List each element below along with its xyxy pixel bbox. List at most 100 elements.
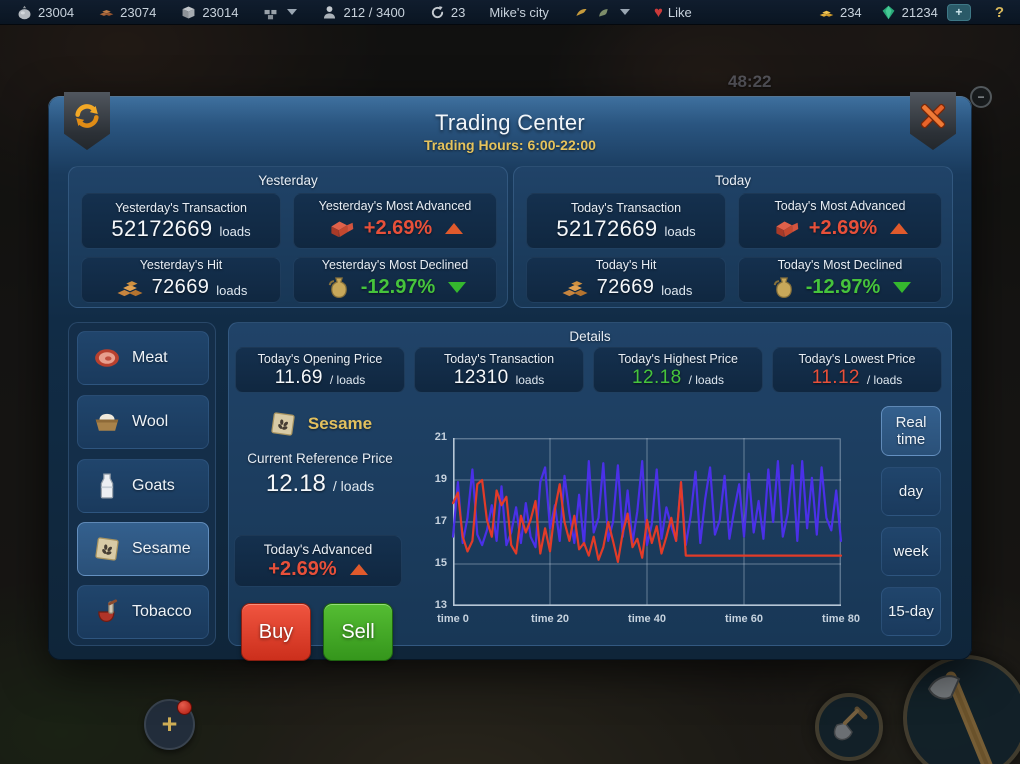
gold-counter[interactable]: 234 <box>818 4 862 21</box>
sesame-icon <box>92 534 122 564</box>
resource-ingot-value: 23074 <box>120 4 157 20</box>
stat-unit: loads <box>661 283 693 298</box>
citizen-icon <box>321 4 338 21</box>
swap-arrows-icon <box>75 104 99 128</box>
gold-icon <box>818 4 835 21</box>
stat-label: Today's Opening Price <box>257 351 383 366</box>
gold-bars-icon <box>115 273 145 303</box>
stat-label: Today's Lowest Price <box>798 351 916 366</box>
stat-label: Yesterday's Most Advanced <box>318 198 472 213</box>
bricks-icon <box>772 214 802 244</box>
stat-value: +2.69% <box>808 217 878 239</box>
turns-value: 23 <box>450 4 466 20</box>
highest-price-box: Today's Highest Price 12.18 / loads <box>593 347 763 393</box>
stat-value: -12.97% <box>805 276 881 298</box>
selected-commodity-info: Sesame Current Reference Price 12.18 / l… <box>233 409 407 498</box>
stat-value: 11.12 <box>811 366 860 388</box>
population-counter[interactable]: 212 / 3400 <box>321 4 405 21</box>
stat-value: +2.69% <box>363 217 433 239</box>
commodity-label: Goats <box>132 477 175 494</box>
commodity-item-meat[interactable]: Meat <box>77 331 209 385</box>
ingot-icon <box>98 4 115 21</box>
commodity-item-wool[interactable]: Wool <box>77 395 209 449</box>
zoom-in-button[interactable]: + <box>144 699 195 750</box>
trading-center-dialog: Trading Center Trading Hours: 6:00-22:00… <box>48 92 972 661</box>
jug-icon <box>324 273 354 303</box>
commodity-label: Meat <box>132 349 168 366</box>
stat-label: Yesterday's Transaction <box>115 200 247 215</box>
building-timer-text: 48:22 <box>728 72 772 91</box>
stat-unit: loads <box>515 372 545 387</box>
stat-value: 52172669 <box>556 215 658 241</box>
notification-dot <box>177 700 192 715</box>
buildings-icon <box>262 4 279 21</box>
milk-bottle-icon <box>92 471 122 501</box>
reference-price-label: Current Reference Price <box>247 451 393 466</box>
stat-unit: loads <box>664 224 696 239</box>
reference-price-unit: / loads <box>332 478 375 494</box>
axe-icon <box>927 671 993 764</box>
city-name[interactable]: Mike's city <box>489 5 549 20</box>
axe-button[interactable] <box>903 655 1020 764</box>
yesterday-transaction-box: Yesterday's Transaction 52172669 loads <box>81 193 281 249</box>
stat-label: Today's Most Advanced <box>774 198 906 213</box>
y-axis-tick: 15 <box>434 557 447 569</box>
tobacco-pipe-icon <box>92 597 122 627</box>
today-hit-box: Today's Hit 72669 loads <box>526 257 726 303</box>
commodity-label: Sesame <box>132 540 191 557</box>
buy-button[interactable]: Buy <box>241 603 311 661</box>
commodity-item-goats[interactable]: Goats <box>77 459 209 513</box>
today-transaction-box: Today's Transaction 52172669 loads <box>526 193 726 249</box>
gems-counter[interactable]: 21234 + <box>880 3 971 21</box>
wool-icon <box>92 407 122 437</box>
yesterday-header: Yesterday <box>258 173 318 188</box>
add-gems-button[interactable]: + <box>946 3 971 21</box>
down-triangle-icon <box>448 282 467 293</box>
y-axis-tick: 19 <box>434 473 447 485</box>
lowest-price-box: Today's Lowest Price 11.12 / loads <box>772 347 942 393</box>
commodity-item-tobacco[interactable]: Tobacco <box>77 585 209 639</box>
stat-unit: loads <box>219 224 251 239</box>
pets-menu[interactable] <box>573 4 630 21</box>
stat-label: Today's Transaction <box>443 351 555 366</box>
dialog-title: Trading Center <box>434 110 586 135</box>
resource-sack[interactable]: 23004 <box>16 4 74 21</box>
stat-unit: / loads <box>329 372 366 387</box>
sell-button[interactable]: Sell <box>323 603 393 661</box>
collapse-icon[interactable]: − <box>970 86 992 108</box>
resource-stone[interactable]: 23014 <box>180 4 238 21</box>
today-most-advanced-box: Today's Most Advanced +2.69% <box>738 193 942 249</box>
buildings-menu[interactable] <box>262 4 298 21</box>
time-range-realtime[interactable]: Real time <box>881 406 941 456</box>
yesterday-most-advanced-box: Yesterday's Most Advanced +2.69% <box>293 193 497 249</box>
commodity-list: Meat Wool Goats Sesame <box>68 322 216 646</box>
transaction-box: Today's Transaction 12310 loads <box>414 347 584 393</box>
gold-bars-icon <box>560 273 590 303</box>
up-triangle-icon <box>349 563 368 575</box>
rotate-icon <box>429 4 446 21</box>
close-icon <box>920 103 946 129</box>
time-range-week[interactable]: week <box>881 527 941 576</box>
shovel-button[interactable] <box>815 693 883 761</box>
meat-icon <box>92 343 122 373</box>
time-range-day[interactable]: day <box>881 467 941 516</box>
resource-stone-value: 23014 <box>202 4 239 20</box>
resource-ingot[interactable]: 23074 <box>98 4 156 21</box>
price-chart-plot <box>451 438 843 606</box>
commodity-label: Tobacco <box>132 603 192 620</box>
turns-counter[interactable]: 23 <box>429 4 465 21</box>
help-button[interactable]: ? <box>995 4 1004 21</box>
stat-label: Today's Advanced <box>263 541 373 557</box>
time-range-15day[interactable]: 15-day <box>881 587 941 636</box>
details-header: Details <box>569 329 611 344</box>
stat-unit: / loads <box>688 372 724 387</box>
stat-label: Today's Highest Price <box>618 351 738 366</box>
like-button[interactable]: ♥ Like <box>654 4 692 21</box>
details-panel: Details Today's Opening Price 11.69 / lo… <box>228 322 952 661</box>
yesterday-most-declined-box: Yesterday's Most Declined -12.97% <box>293 257 497 303</box>
stat-label: Today's Transaction <box>570 200 682 215</box>
sesame-icon <box>268 409 298 439</box>
commodity-item-sesame[interactable]: Sesame <box>77 522 209 576</box>
stat-label: Today's Hit <box>595 257 657 272</box>
